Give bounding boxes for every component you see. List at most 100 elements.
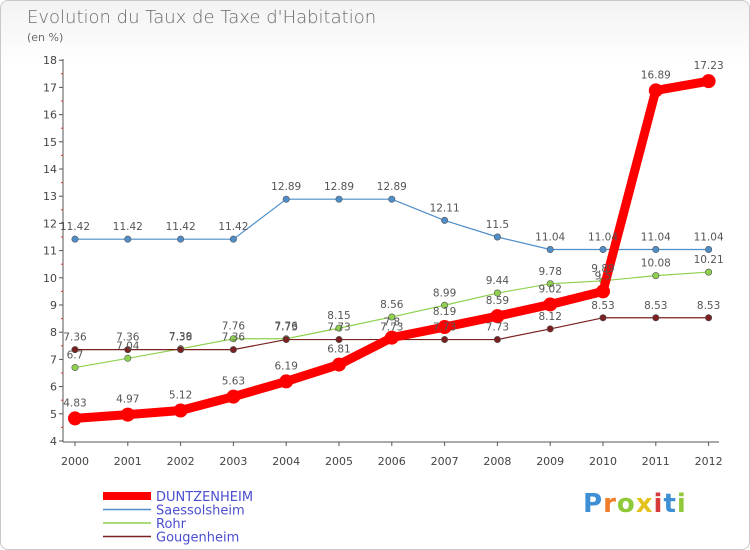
y-tick-label: 15	[43, 136, 57, 149]
x-tick-label: 2012	[695, 455, 723, 468]
y-tick-label: 9	[50, 299, 57, 312]
data-point	[229, 335, 237, 343]
data-point	[701, 74, 716, 89]
data-point	[71, 235, 79, 243]
y-tick-label: 10	[43, 272, 57, 285]
x-tick-label: 2009	[536, 455, 564, 468]
data-point	[546, 280, 554, 288]
data-point	[388, 195, 396, 203]
legend-label: Rohr	[156, 517, 187, 532]
data-label: 7.73	[327, 322, 350, 334]
data-point	[441, 301, 449, 309]
y-tick-label: 5	[50, 408, 57, 421]
data-point	[282, 195, 290, 203]
logo-letter: i	[676, 489, 687, 519]
data-label: 11.04	[588, 232, 618, 244]
data-point	[648, 83, 663, 98]
data-label: 7.73	[380, 322, 403, 334]
y-tick-label: 16	[43, 109, 57, 122]
data-label: 8.53	[644, 300, 667, 312]
data-point	[229, 346, 237, 354]
data-label: 12.89	[271, 181, 301, 193]
data-point	[493, 233, 501, 241]
x-tick-label: 2007	[431, 455, 459, 468]
x-tick-label: 2000	[61, 455, 89, 468]
y-tick-label: 11	[43, 245, 57, 258]
data-point	[596, 284, 610, 299]
x-tick-label: 2005	[325, 455, 353, 468]
y-tick-label: 18	[43, 54, 57, 67]
chart-subtitle: (en %)	[27, 31, 64, 44]
chart-title: Evolution du Taux de Taxe d'Habitation	[27, 7, 377, 28]
data-label: 6.7	[67, 350, 84, 362]
data-label: 8.56	[380, 299, 404, 311]
data-label: 10.08	[641, 258, 671, 270]
x-tick-label: 2008	[483, 455, 511, 468]
data-point	[71, 364, 79, 372]
data-label: 7.04	[116, 340, 140, 352]
x-tick-label: 2001	[114, 455, 142, 468]
data-point	[652, 272, 660, 280]
logo-letter: r	[603, 489, 617, 519]
data-point	[68, 411, 82, 426]
axes: 4 5 6 7 8 9 10 11 12 13 14 15 16 17 18 2000 2001 2002 2003…	[43, 54, 723, 468]
data-label: 7.76	[222, 321, 246, 333]
data-point	[490, 309, 505, 324]
data-point	[705, 246, 713, 254]
y-tick-label: 8	[50, 326, 57, 339]
data-label: 8.15	[327, 310, 350, 322]
data-point	[335, 324, 343, 332]
data-point	[493, 289, 501, 297]
data-point	[543, 297, 558, 312]
data-label: 7.76	[275, 321, 299, 333]
x-tick-label: 2010	[589, 455, 617, 468]
data-point	[229, 235, 237, 243]
data-label: 7.36	[169, 332, 193, 344]
data-label: 11.42	[60, 221, 90, 233]
data-point	[335, 336, 343, 344]
data-point	[599, 246, 607, 254]
data-label: 11.42	[166, 221, 196, 233]
x-tick-label: 2003	[219, 455, 247, 468]
data-label: 8.12	[539, 311, 562, 323]
x-tick-label: 2002	[167, 455, 195, 468]
data-label: 5.12	[169, 390, 192, 402]
data-label: 7.73	[275, 322, 298, 334]
data-point	[705, 314, 713, 322]
x-tick-label: 2006	[378, 455, 406, 468]
data-label: 9.78	[539, 266, 562, 278]
data-point	[546, 246, 554, 254]
y-tick-label: 7	[50, 353, 57, 366]
proxiti-logo: Proxiti	[583, 489, 687, 519]
data-label: 11.04	[694, 232, 724, 244]
data-label: 17.23	[694, 60, 724, 72]
data-point	[546, 325, 554, 333]
legend-label: Saessolsheim	[156, 504, 245, 519]
data-label: 7.73	[486, 322, 509, 334]
data-label: 10.21	[694, 254, 724, 266]
x-tick-label: 2011	[642, 455, 670, 468]
logo-letter: x	[635, 489, 654, 519]
y-tick-label: 6	[50, 381, 57, 394]
data-point	[493, 336, 501, 344]
y-tick-label: 4	[50, 435, 57, 448]
data-label: 8.99	[433, 287, 456, 299]
data-point	[173, 403, 188, 418]
data-label: 6.81	[327, 344, 350, 356]
y-tick-label: 12	[43, 217, 57, 230]
data-point	[124, 354, 132, 362]
logo-letter: i	[653, 489, 664, 519]
data-point	[226, 389, 241, 404]
data-label: 11.04	[535, 232, 565, 244]
y-tick-label: 14	[43, 163, 57, 176]
data-point	[441, 216, 449, 224]
data-label: 11.5	[486, 219, 509, 231]
data-label: 7.36	[63, 332, 87, 344]
data-point	[124, 346, 132, 354]
data-point	[384, 330, 399, 345]
data-label: 7.39	[169, 331, 192, 343]
legend-label: Gougenheim	[156, 531, 239, 546]
